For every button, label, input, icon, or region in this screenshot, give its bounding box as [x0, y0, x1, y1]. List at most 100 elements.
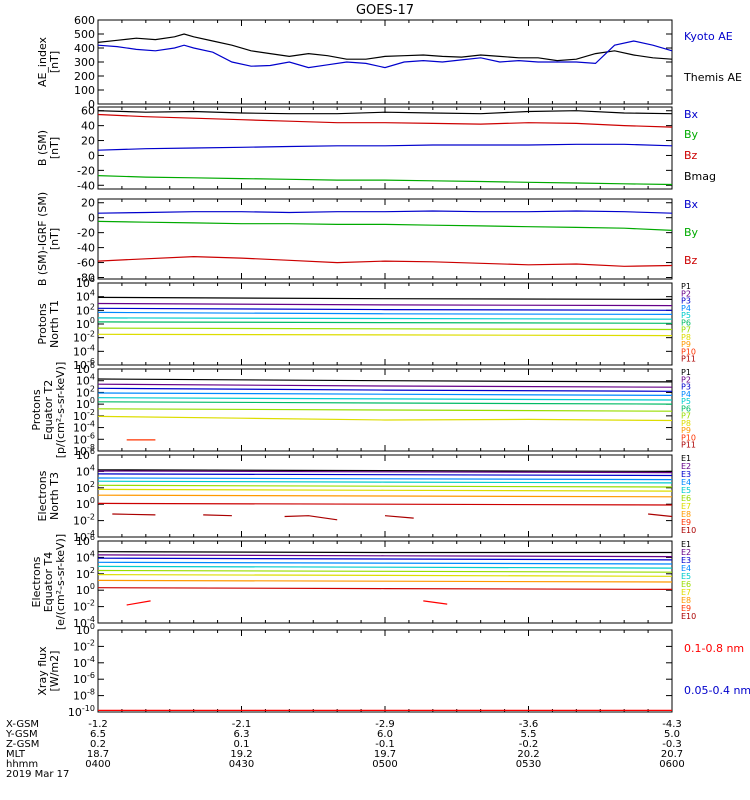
y-tick-label: 300 [74, 56, 95, 69]
y-axis-label: Electrons [30, 556, 43, 607]
legend: Kyoto AE Themis AE [683, 30, 742, 84]
series-line-p1 [97, 296, 673, 300]
y-tick-label: 106 [76, 361, 95, 376]
legend-item: E4 [681, 478, 691, 487]
y-tick-label: 60 [81, 105, 95, 118]
series-line-p2 [97, 302, 673, 307]
series-line-bx [97, 143, 673, 151]
y-tick-label: 100 [76, 582, 95, 597]
series-line-p8 [97, 333, 673, 337]
y-tick-label: 500 [74, 28, 95, 41]
x-row-value: -1.2 [88, 719, 108, 730]
series-line-e9 [97, 587, 673, 591]
x-row-value: 5.5 [521, 729, 537, 740]
x-row-value: 0.1 [234, 739, 250, 750]
legend-item: P3 [681, 297, 691, 306]
legend-item: E7 [681, 588, 691, 597]
y-axis-label: Equator T2 [42, 380, 55, 440]
panel-2: -40 -20 020 40 60 B (SM) [nT] Bx By Bz Bmag [36, 105, 716, 193]
series-line-by [97, 220, 673, 231]
legend-item: P8 [681, 419, 691, 428]
y-axis-label: [nT] [48, 228, 61, 250]
x-row-label: hhmm [6, 759, 38, 770]
legend-item: E3 [681, 470, 691, 479]
series-line-p4 [97, 392, 673, 396]
legend-item: Bx [684, 108, 699, 121]
y-tick-label: 10-4 [73, 529, 95, 544]
series-line-p5 [97, 397, 673, 401]
y-axis-label: [nT] [48, 51, 61, 73]
y-tick-label: -40 [77, 242, 95, 255]
y-axis-label: Protons [36, 303, 49, 344]
y-tick-label: 100 [76, 622, 95, 637]
x-row-value: -0.3 [662, 739, 682, 750]
legend-item: P2 [681, 375, 691, 384]
legend-item: Themis AE [683, 71, 742, 84]
legend-item: E6 [681, 580, 691, 589]
legend-item: E1 [681, 454, 691, 463]
panel-frame [97, 19, 673, 105]
legend-item: P2 [681, 289, 691, 298]
legend-item: P9 [681, 340, 691, 349]
series-line-bz [97, 113, 673, 128]
y-tick-label: 104 [76, 373, 95, 388]
y-tick-label: 20 [81, 135, 95, 148]
y-tick-label: 10-6 [73, 357, 95, 372]
legend-item: By [684, 128, 699, 141]
series-line-e10 [284, 515, 338, 521]
series-line-p7 [97, 408, 673, 412]
legend-item: E5 [681, 486, 691, 495]
legend-item: P7 [681, 412, 691, 421]
series-line-by [97, 175, 673, 186]
y-axis-label: Equator T4 [42, 552, 55, 612]
y-tick-label: 0 [88, 212, 95, 225]
series-line-e7 [97, 488, 673, 492]
legend: 0.1-0.8 nm 0.05-0.4 nm [684, 642, 750, 697]
legend-item: E6 [681, 494, 691, 503]
panel-frame [97, 282, 673, 366]
x-row-label: Y-GSM [5, 729, 38, 740]
legend-item: P5 [681, 397, 691, 406]
x-row-value: 0430 [229, 759, 254, 770]
y-tick-label: 10-6 [73, 671, 95, 686]
legend-item: P11 [681, 441, 696, 450]
y-tick-label: 200 [74, 70, 95, 83]
x-row-value: 20.2 [517, 749, 539, 760]
x-row-value: 0400 [85, 759, 110, 770]
legend-item: Kyoto AE [684, 30, 733, 43]
x-row-value: 0600 [659, 759, 684, 770]
x-row-value: 5.0 [664, 729, 680, 740]
series-line-e2 [97, 470, 673, 474]
x-row-value: 6.0 [377, 729, 393, 740]
y-tick-label: 104 [76, 289, 95, 304]
series-line-e5 [97, 565, 673, 569]
y-tick-label: 106 [76, 533, 95, 548]
series-line-bmag [97, 110, 673, 115]
y-tick-label: 0 [88, 98, 95, 111]
series-line-e3 [97, 473, 673, 477]
series-line-p6 [97, 401, 673, 405]
legend-item: P7 [681, 326, 691, 335]
legend-item: 0.1-0.8 nm [684, 642, 744, 655]
x-row-value: -4.3 [662, 719, 682, 730]
legend-item: E2 [681, 548, 691, 557]
series-line-kyoto-ae [97, 40, 673, 69]
y-tick-label: 20 [81, 197, 95, 210]
x-row-label: MLT [6, 749, 26, 760]
x-row-value: 0530 [516, 759, 541, 770]
series-line-e1 [97, 551, 672, 554]
series-line-p4 [97, 311, 673, 315]
legend-item: P11 [681, 355, 696, 364]
y-axis-label: [nT] [48, 137, 61, 159]
series-line-e9 [97, 502, 673, 506]
legend-item: E8 [681, 510, 691, 519]
x-row-value: -2.1 [232, 719, 252, 730]
